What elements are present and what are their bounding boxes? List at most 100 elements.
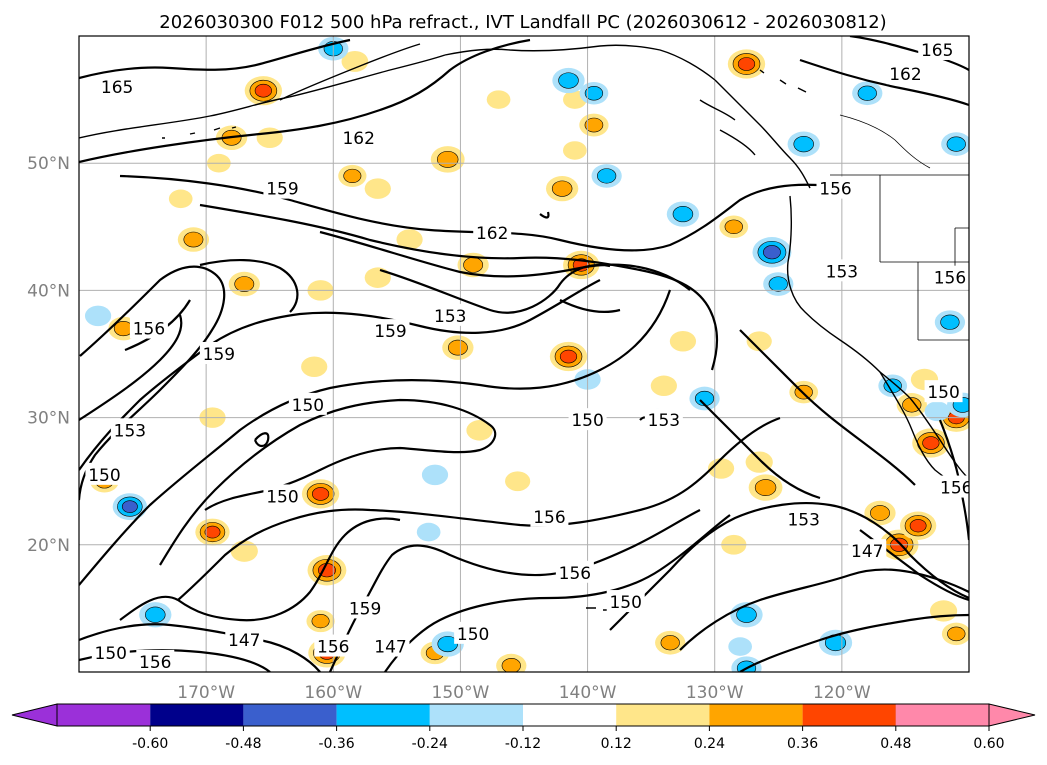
contour-label-bg	[886, 62, 925, 85]
colorbar-segment	[429, 704, 523, 726]
axis-labels: 170°W 160°W 150°W 140°W 130°W 120°W 50°N 40°N 30…	[27, 154, 871, 703]
pc-blob	[244, 76, 283, 106]
x-tick-label: 170°W	[177, 683, 235, 703]
contour-label-bg	[199, 342, 238, 364]
colorbar-extend-low	[11, 703, 58, 727]
pc-blob	[731, 656, 762, 672]
contour-label-bg	[924, 380, 963, 403]
contour-label-bg	[136, 649, 175, 672]
contour-label: 153	[434, 307, 466, 327]
contour-label: 162	[342, 129, 374, 149]
pc-blob	[549, 341, 588, 372]
colorbar-tick-label: -0.48	[225, 736, 261, 752]
pc-blob	[728, 637, 752, 656]
y-tick-label: 30°N	[27, 409, 70, 429]
contour-label-bg	[85, 462, 124, 485]
pc-blob	[650, 375, 677, 397]
colorbar-segment	[243, 704, 337, 726]
pc-blob	[591, 164, 622, 188]
colorbar-tick-label: 0.60	[973, 736, 1004, 752]
contour-label-bg	[431, 303, 470, 326]
contour-label: 150	[457, 625, 489, 645]
pc-blob	[787, 131, 820, 157]
contour-label: 150	[95, 644, 127, 664]
contour-label-bg	[454, 621, 493, 644]
contour-label: 156	[133, 320, 165, 340]
contour-label-bg	[225, 628, 264, 651]
y-tick-label: 40°N	[27, 281, 70, 301]
pc-blob	[505, 471, 531, 492]
colorbar-segment	[709, 704, 803, 726]
x-tick-label: 140°W	[559, 683, 617, 703]
contour-label-bg	[816, 176, 855, 199]
contour-label-bg	[784, 507, 823, 530]
contour-label-bg	[263, 176, 302, 199]
pc-blob	[486, 90, 511, 109]
colorbar-segment	[802, 704, 896, 726]
contour-label: 162	[889, 65, 921, 85]
contour-label: 147	[228, 631, 260, 651]
contour-label-bg	[98, 74, 137, 97]
contour-label: 150	[266, 487, 298, 507]
contour-label: 153	[826, 262, 858, 282]
contour-label-bg	[848, 539, 887, 562]
pc-blob	[746, 331, 772, 352]
contour-label: 156	[559, 564, 591, 584]
pc-blob	[421, 464, 449, 486]
pc-blob	[139, 602, 172, 628]
colorbar-tick-label: 0.48	[880, 736, 911, 752]
pc-blob	[579, 113, 609, 137]
contour-label-bg	[110, 418, 149, 441]
contour-label-bg	[822, 259, 861, 282]
pc-blob	[301, 356, 328, 377]
pc-blob	[256, 127, 283, 149]
contour-label-bg	[473, 221, 512, 244]
pc-blob	[228, 271, 260, 297]
contour-label: 150	[609, 593, 641, 613]
contour-label: 162	[476, 224, 508, 244]
contour-label: 156	[317, 638, 349, 658]
contour-label: 150	[571, 411, 603, 431]
pc-blob	[752, 237, 792, 268]
pc-blob	[563, 141, 587, 160]
contour-label-bg	[314, 634, 353, 657]
contour-label-bg	[339, 125, 378, 148]
pc-blob	[552, 67, 585, 94]
pc-blob	[307, 555, 347, 586]
x-tick-label: 150°W	[432, 683, 490, 703]
contour-label-bg	[644, 408, 683, 431]
contour-label-bg	[606, 590, 645, 613]
contour-label: 150	[927, 383, 959, 403]
contour-label: 153	[648, 411, 680, 431]
pc-blob	[941, 622, 969, 646]
pc-blob	[457, 252, 489, 278]
pc-blob	[466, 420, 493, 441]
contour-label: 156	[819, 180, 851, 200]
contour-label-bg	[530, 504, 569, 527]
pc-blob	[442, 335, 474, 360]
colorbar-extend-high	[988, 703, 1036, 727]
y-tick-label: 20°N	[27, 536, 70, 556]
pc-blob	[689, 386, 720, 411]
colorbar-segment	[336, 704, 430, 726]
x-tick-label: 130°W	[686, 683, 744, 703]
pc-blob	[941, 132, 969, 156]
pc-blob	[230, 540, 258, 562]
contour-label: 147	[374, 638, 406, 658]
colorbar-tick-label: -0.36	[318, 736, 354, 752]
pc-blob	[929, 600, 958, 622]
plot-frame	[78, 35, 970, 673]
pc-blob	[924, 401, 950, 422]
contour-label-bg	[129, 316, 168, 339]
pc-blob	[396, 229, 423, 250]
pc-blob	[934, 310, 966, 335]
contour-label: 150	[292, 396, 324, 416]
contour-label-bg	[91, 640, 130, 663]
pc-blob	[852, 81, 883, 106]
pc-blob	[341, 50, 369, 72]
pc-blob	[864, 500, 896, 526]
pc-blob	[579, 81, 609, 105]
pc-blob	[84, 305, 112, 327]
pc-blob	[338, 164, 367, 187]
colorbar-segment	[616, 704, 710, 726]
